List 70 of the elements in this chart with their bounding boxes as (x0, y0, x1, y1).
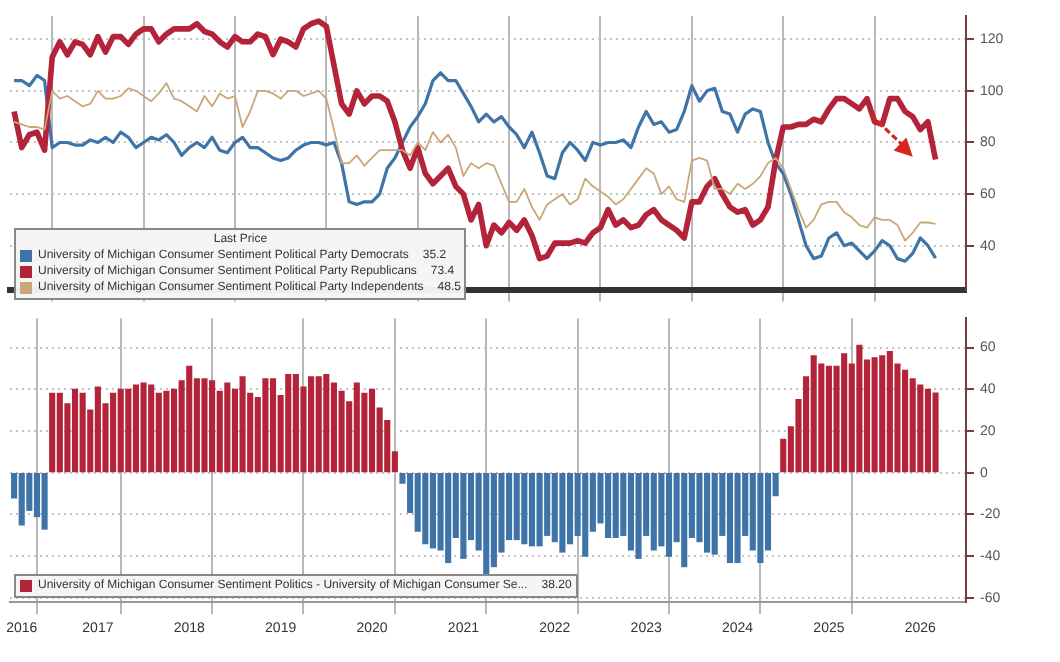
bar (132, 384, 140, 473)
bar (315, 376, 322, 473)
bar (909, 378, 916, 473)
bar (338, 390, 345, 473)
bar (612, 473, 619, 539)
bar (627, 473, 634, 551)
bar (292, 374, 299, 473)
bar (269, 378, 277, 473)
bar (582, 473, 589, 557)
bar (521, 473, 528, 545)
bar (605, 473, 612, 539)
bar (308, 376, 315, 473)
bar (18, 473, 25, 526)
bar (711, 473, 718, 555)
bar (163, 390, 170, 473)
bar (490, 473, 497, 568)
bar (94, 386, 101, 473)
bar (460, 473, 467, 559)
bar (704, 473, 711, 553)
bar (71, 388, 79, 473)
bar (559, 473, 566, 553)
bar (902, 369, 909, 473)
bar (79, 392, 86, 473)
bar (681, 473, 688, 568)
bar (125, 388, 132, 473)
bar (330, 382, 338, 473)
bar (41, 473, 48, 530)
bar (239, 376, 246, 473)
bar (665, 473, 673, 557)
bar (810, 355, 817, 473)
bar (924, 388, 931, 473)
bar (209, 380, 216, 473)
bar (635, 473, 642, 559)
bar (445, 473, 452, 564)
bar (734, 473, 741, 564)
bar (879, 355, 886, 473)
bar (117, 388, 124, 473)
bar (886, 351, 893, 473)
bar (140, 382, 147, 473)
bar (148, 384, 155, 473)
bar (917, 384, 924, 473)
bar (528, 473, 535, 547)
bar (818, 363, 825, 473)
bar (323, 374, 330, 473)
bar (422, 473, 429, 545)
bar (56, 392, 63, 473)
bar (224, 382, 231, 473)
bar (650, 473, 657, 551)
bar (110, 392, 117, 473)
bar (841, 353, 848, 473)
bar (757, 473, 764, 564)
bar (536, 473, 543, 547)
bar (262, 378, 269, 473)
bar (825, 365, 832, 473)
bar (368, 388, 376, 473)
bar (353, 382, 360, 473)
bar (726, 473, 733, 564)
bar (186, 365, 193, 473)
bar (201, 378, 208, 473)
bar (49, 392, 56, 473)
bar (170, 388, 178, 473)
bar (932, 392, 939, 473)
bar (871, 357, 878, 473)
bar (483, 473, 490, 576)
bar (513, 473, 520, 541)
bar (856, 344, 863, 473)
bar (566, 473, 574, 545)
bar (429, 473, 436, 549)
bar (155, 392, 162, 473)
bar (285, 374, 292, 473)
